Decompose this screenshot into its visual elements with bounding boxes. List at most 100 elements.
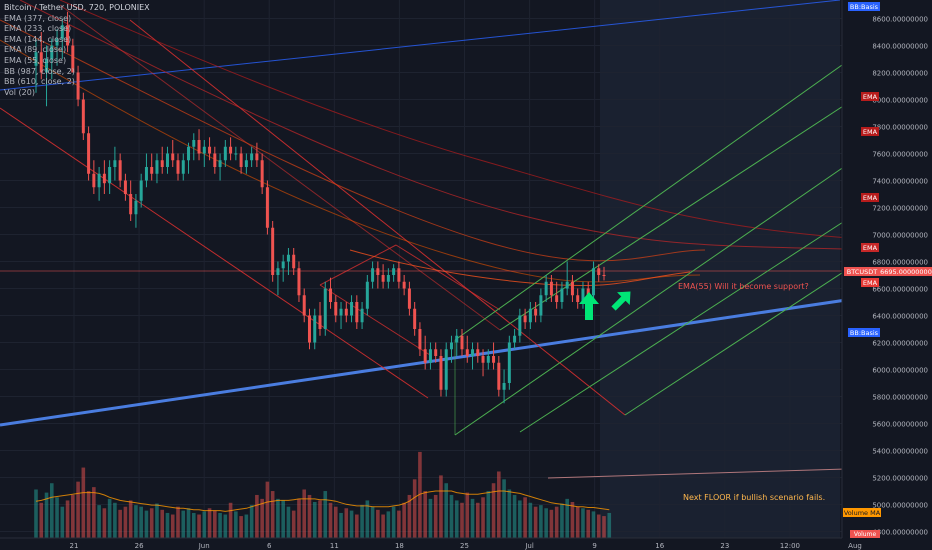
- legend-item[interactable]: EMA (144, close): [4, 34, 72, 44]
- candle[interactable]: [60, 18, 64, 60]
- candle[interactable]: [144, 153, 148, 188]
- candle[interactable]: [234, 146, 238, 161]
- candle[interactable]: [518, 308, 522, 343]
- candle[interactable]: [265, 180, 269, 235]
- candle[interactable]: [92, 160, 96, 194]
- candle[interactable]: [502, 369, 506, 404]
- candle[interactable]: [413, 302, 417, 336]
- candle[interactable]: [239, 146, 243, 174]
- candle[interactable]: [244, 153, 248, 174]
- legend-item[interactable]: EMA (233, close): [4, 24, 72, 34]
- ema-annotation[interactable]: EMA(55) Will it become support?: [678, 282, 809, 291]
- candle[interactable]: [439, 349, 443, 397]
- candle[interactable]: [365, 275, 369, 316]
- candle[interactable]: [581, 281, 585, 309]
- candle[interactable]: [555, 281, 559, 309]
- candle[interactable]: [402, 275, 406, 296]
- candle[interactable]: [171, 140, 175, 167]
- candle[interactable]: [108, 160, 112, 194]
- candle[interactable]: [576, 288, 580, 309]
- candle[interactable]: [260, 153, 264, 195]
- candle[interactable]: [276, 261, 280, 296]
- candle[interactable]: [129, 180, 133, 222]
- candle[interactable]: [139, 173, 143, 208]
- candle[interactable]: [350, 295, 354, 323]
- floor-annotation[interactable]: Next FLOOR if bullish scenario fails.: [683, 493, 826, 502]
- candle[interactable]: [339, 302, 343, 329]
- legend-item[interactable]: EMA (55, close): [4, 55, 67, 65]
- legend-item[interactable]: BB (610, close, 2): [4, 77, 75, 87]
- candle[interactable]: [318, 302, 322, 336]
- candle[interactable]: [187, 142, 191, 174]
- candle[interactable]: [307, 308, 311, 350]
- candle[interactable]: [192, 133, 196, 161]
- candle[interactable]: [418, 322, 422, 356]
- candle[interactable]: [55, 29, 59, 66]
- candle[interactable]: [449, 335, 453, 363]
- candle[interactable]: [202, 140, 206, 167]
- candle[interactable]: [434, 342, 438, 363]
- candle[interactable]: [97, 167, 101, 201]
- candle[interactable]: [492, 342, 496, 370]
- candle[interactable]: [334, 295, 338, 323]
- candle[interactable]: [281, 254, 285, 282]
- candle[interactable]: [497, 356, 501, 397]
- candle[interactable]: [292, 248, 296, 275]
- candle[interactable]: [45, 45, 49, 107]
- candle[interactable]: [150, 153, 154, 181]
- candle[interactable]: [71, 38, 75, 73]
- candle[interactable]: [381, 264, 385, 289]
- candle[interactable]: [66, 11, 70, 53]
- candle[interactable]: [507, 335, 511, 390]
- candle[interactable]: [165, 146, 169, 174]
- candle[interactable]: [229, 137, 233, 161]
- candle[interactable]: [81, 92, 85, 140]
- candle[interactable]: [560, 281, 564, 309]
- candle[interactable]: [197, 129, 201, 161]
- candle[interactable]: [134, 194, 138, 228]
- candle[interactable]: [250, 146, 254, 167]
- candle[interactable]: [455, 329, 459, 356]
- candle[interactable]: [444, 342, 448, 397]
- candle[interactable]: [423, 335, 427, 370]
- candle[interactable]: [476, 342, 480, 363]
- candle[interactable]: [255, 142, 259, 167]
- candle[interactable]: [213, 146, 217, 174]
- candle[interactable]: [271, 221, 275, 282]
- candle[interactable]: [50, 38, 54, 80]
- legend-item[interactable]: Vol (20): [4, 87, 35, 97]
- candle[interactable]: [102, 160, 106, 194]
- candle[interactable]: [544, 275, 548, 302]
- candle[interactable]: [286, 248, 290, 275]
- candle[interactable]: [471, 342, 475, 370]
- candle[interactable]: [486, 349, 490, 370]
- candle[interactable]: [371, 261, 375, 289]
- candle[interactable]: [160, 146, 164, 174]
- candle[interactable]: [302, 288, 306, 323]
- candle[interactable]: [181, 153, 185, 181]
- candle[interactable]: [176, 153, 180, 181]
- candle[interactable]: [323, 281, 327, 336]
- candle[interactable]: [481, 349, 485, 377]
- legend-item[interactable]: EMA (377, close): [4, 13, 72, 23]
- candle[interactable]: [528, 302, 532, 329]
- candle[interactable]: [313, 308, 317, 350]
- candle[interactable]: [570, 275, 574, 302]
- candle[interactable]: [355, 295, 359, 329]
- candle[interactable]: [376, 261, 380, 289]
- candle[interactable]: [155, 153, 159, 184]
- candle[interactable]: [208, 137, 212, 161]
- candle[interactable]: [597, 264, 601, 282]
- candle[interactable]: [360, 302, 364, 329]
- candle[interactable]: [407, 281, 411, 316]
- candle[interactable]: [113, 146, 117, 181]
- candle[interactable]: [297, 261, 301, 303]
- candle[interactable]: [539, 288, 543, 323]
- candle[interactable]: [123, 173, 127, 201]
- candle[interactable]: [34, 38, 38, 93]
- candle[interactable]: [397, 261, 401, 289]
- candle[interactable]: [39, 32, 43, 80]
- candle[interactable]: [118, 153, 122, 188]
- candle[interactable]: [428, 342, 432, 370]
